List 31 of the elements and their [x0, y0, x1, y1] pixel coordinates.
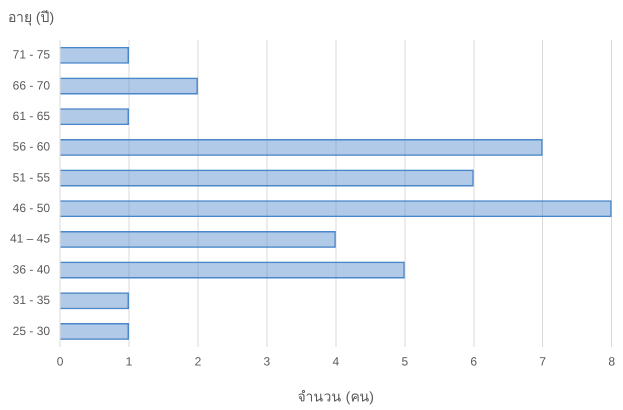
bar [60, 200, 612, 218]
y-tick-label: 66 - 70 [12, 78, 50, 92]
bar [60, 78, 198, 94]
y-tick-label: 71 - 75 [12, 48, 50, 62]
bar [60, 230, 336, 248]
bar [60, 108, 129, 126]
x-tick-label: 4 [332, 354, 340, 368]
x-tick-label: 2 [194, 354, 202, 368]
y-tick-label: 31 - 35 [12, 293, 50, 308]
y-tick-label: 61 - 65 [12, 109, 50, 124]
bar [60, 170, 474, 186]
y-tick-label: 56 - 60 [12, 140, 50, 154]
bar [60, 138, 543, 156]
y-tick-label: 36 - 40 [12, 262, 50, 276]
x-tick-label: 7 [539, 354, 546, 368]
x-tick-label: 6 [470, 354, 478, 368]
y-tick-label: 25 - 30 [12, 324, 50, 338]
y-tick-label: 51 - 55 [12, 170, 50, 184]
bar [60, 323, 129, 340]
bar [60, 262, 405, 279]
bar [60, 292, 129, 310]
x-tick-label: 8 [608, 354, 616, 368]
x-tick-label: 1 [126, 354, 133, 368]
x-tick-label: 5 [401, 354, 408, 368]
bar [60, 46, 129, 64]
y-axis-title: อายุ (ปี) [8, 8, 54, 28]
y-tick-label: 46 - 50 [12, 201, 50, 216]
x-tick-label: 0 [56, 354, 64, 368]
x-axis-title: จำนวน (คน) [298, 388, 374, 404]
y-tick-label: 41 – 45 [10, 232, 50, 246]
x-tick-label: 3 [264, 354, 271, 368]
